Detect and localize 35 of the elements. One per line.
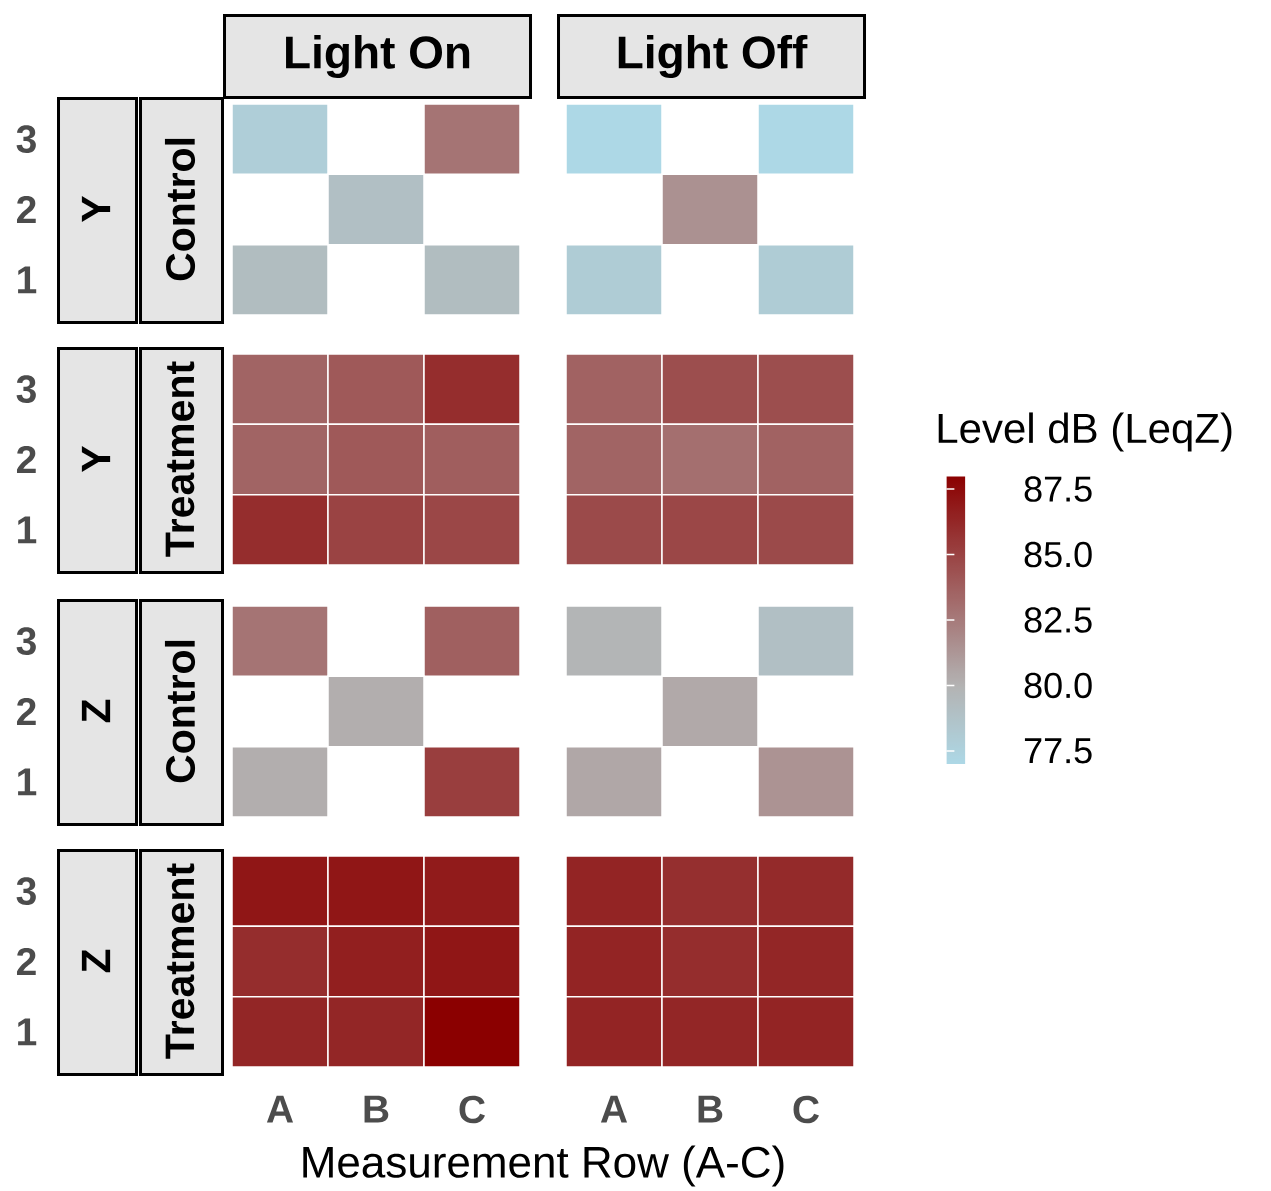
text: Treatment [165, 863, 195, 1059]
x-tick-label: A [266, 1095, 294, 1123]
y-tick-label: 3 [16, 627, 36, 655]
y-tick-label: 3 [16, 877, 36, 905]
y-tick-label: 2 [17, 697, 36, 726]
y-tick-label: 1 [18, 266, 37, 294]
y-tick-label: 1 [18, 516, 37, 544]
y-tick-label: 1 [18, 1018, 37, 1046]
text: Y [81, 195, 111, 222]
text: Z [81, 949, 111, 973]
color-bar-label: 87.5 [1024, 476, 1092, 502]
x-tick-label: B [364, 1095, 389, 1123]
color-bar-label: 77.5 [1024, 738, 1092, 764]
text: Control [164, 640, 196, 783]
text: Light On [286, 34, 470, 79]
y-tick-label: 3 [16, 125, 36, 153]
text: Y [81, 445, 111, 472]
x-tick-label: C [459, 1095, 485, 1124]
text: Control [164, 138, 196, 281]
y-tick-label: 2 [17, 947, 36, 976]
x-tick-label: A [600, 1095, 628, 1123]
x-axis-title: Measurement Row (A-C) [303, 1145, 784, 1187]
color-bar-label: 82.5 [1024, 607, 1092, 633]
text: Treatment [165, 361, 195, 557]
y-tick-label: 3 [16, 375, 36, 403]
x-tick-label: C [793, 1095, 819, 1124]
color-bar-label: 85.0 [1024, 541, 1092, 568]
y-tick-label: 2 [17, 445, 36, 474]
color-bar-title: Level dB (LeqZ) [938, 412, 1232, 452]
text: Z [81, 699, 111, 723]
text: Light Off [618, 34, 808, 79]
y-tick-label: 2 [17, 195, 36, 224]
y-tick-label: 1 [18, 768, 37, 796]
color-bar-label: 80.0 [1024, 672, 1092, 699]
x-tick-label: B [698, 1095, 723, 1123]
